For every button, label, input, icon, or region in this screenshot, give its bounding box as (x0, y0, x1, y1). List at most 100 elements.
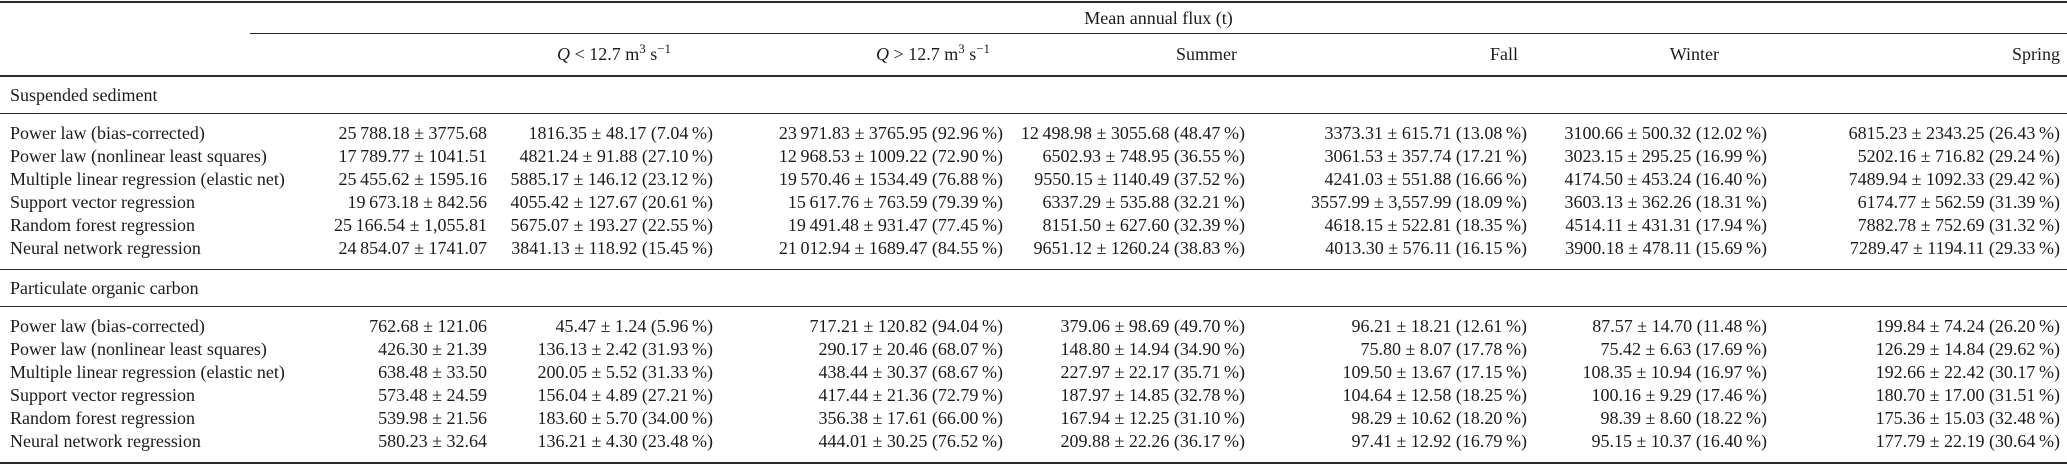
table-cell: 426.30 ± 21.39 (378, 339, 487, 359)
table-cell: 97.41 ± 12.92 (16.79 %) (1351, 431, 1527, 451)
table-cell: 21 012.94 ± 1689.47 (84.55 %) (778, 238, 1003, 258)
table-cell: 438.44 ± 30.37 (68.67 %) (818, 362, 1003, 382)
table-cell: 104.64 ± 12.58 (18.25 %) (1342, 385, 1527, 405)
col-header-summer: Summer (1003, 33, 1245, 77)
column-header-row: Q < 12.7 m3 s−1 Q > 12.7 m3 s−1 Summer F… (0, 33, 2067, 77)
table-cell: 6174.77 ± 562.59 (31.39 %) (1857, 192, 2061, 212)
table-cell: 379.06 ± 98.69 (49.70 %) (1060, 316, 1245, 336)
table-row: Power law (nonlinear least squares) 17 78… (0, 145, 2067, 168)
table-cell: 4514.11 ± 431.31 (17.94 %) (1565, 215, 1767, 235)
empty-label-header (0, 33, 250, 77)
table-cell: 177.79 ± 22.19 (30.64 %) (1875, 431, 2061, 451)
table-cell: 356.38 ± 17.61 (66.00 %) (818, 408, 1003, 428)
table-cell: 6815.23 ± 2343.25 (26.43 %) (1848, 123, 2061, 143)
table-cell: 3841.13 ± 118.92 (15.45 %) (511, 238, 713, 258)
row-label: Power law (nonlinear least squares) (10, 339, 267, 359)
table-cell: 148.80 ± 14.94 (34.90 %) (1060, 339, 1245, 359)
table-cell: 3373.31 ± 615.71 (13.08 %) (1324, 123, 1527, 143)
table-cell: 25 166.54 ± 1,055.81 (334, 215, 487, 235)
table-cell: 539.98 ± 21.56 (378, 408, 487, 428)
table-cell: 98.39 ± 8.60 (18.22 %) (1600, 408, 1767, 428)
table-cell: 180.70 ± 17.00 (31.51 %) (1875, 385, 2061, 405)
row-label: Power law (bias-corrected) (10, 123, 205, 143)
section-title-row: Suspended sediment (0, 76, 2067, 114)
col-header-q-above-threshold: Q > 12.7 m3 s−1 (713, 33, 1003, 77)
table-cell: 24 854.07 ± 1741.07 (338, 238, 487, 258)
col-header-q-below-threshold: Q < 12.7 m3 s−1 (487, 33, 713, 77)
table-cell: 25 455.62 ± 1595.16 (338, 169, 487, 189)
table-cell: 4241.03 ± 551.88 (16.66 %) (1324, 169, 1527, 189)
table-row: Power law (bias-corrected) 25 788.18 ± 37… (0, 114, 2067, 146)
table-cell: 7289.47 ± 1194.11 (29.33 %) (1849, 238, 2061, 258)
q-symbol: Q (557, 44, 571, 64)
section-suspended-sediment: Suspended sediment Power law (bias-correc… (0, 76, 2067, 270)
table-cell: 3900.18 ± 478.11 (15.69 %) (1565, 238, 1767, 258)
table-row: Multiple linear regression (elastic net)… (0, 168, 2067, 191)
table-cell: 25 788.18 ± 3775.68 (338, 123, 487, 143)
section-particulate-organic-carbon: Particulate organic carbon Power law (bia… (0, 269, 2067, 464)
table-cell: 4055.42 ± 127.67 (20.61 %) (510, 192, 713, 212)
table-row: Power law (nonlinear least squares) 426.3… (0, 338, 2067, 361)
table-cell: 95.15 ± 10.37 (16.40 %) (1591, 431, 1767, 451)
table-cell: 5675.07 ± 193.27 (22.55 %) (510, 215, 713, 235)
table-cell: 9550.15 ± 1140.49 (37.52 %) (1034, 169, 1245, 189)
table-cell: 573.48 ± 24.59 (378, 385, 487, 405)
table-header: Mean annual flux (t) Q < 12.7 m3 s−1 Q >… (0, 2, 2067, 77)
table-row: Support vector regression 573.48 ± 24.59 1… (0, 384, 2067, 407)
table-cell: 3557.99 ± 3,557.99 (18.09 %) (1311, 192, 1527, 212)
table-cell: 183.60 ± 5.70 (34.00 %) (537, 408, 713, 428)
table-cell: 12 498.98 ± 3055.68 (48.47 %) (1020, 123, 1245, 143)
table-row: Neural network regression 24 854.07 ± 174… (0, 237, 2067, 270)
table-cell: 4821.24 ± 91.88 (27.10 %) (519, 146, 713, 166)
table-cell: 209.88 ± 22.26 (36.17 %) (1060, 431, 1245, 451)
table-cell: 4013.30 ± 576.11 (16.15 %) (1325, 238, 1527, 258)
table-row: Support vector regression 19 673.18 ± 842… (0, 191, 2067, 214)
table-cell: 75.80 ± 8.07 (17.78 %) (1360, 339, 1527, 359)
table-cell: 98.29 ± 10.62 (18.20 %) (1351, 408, 1527, 428)
row-label: Support vector regression (10, 385, 195, 405)
table-cell: 75.42 ± 6.63 (17.69 %) (1600, 339, 1767, 359)
row-label: Multiple linear regression (elastic net) (10, 362, 285, 382)
table-cell: 87.57 ± 14.70 (11.48 %) (1592, 316, 1767, 336)
spanner-row: Mean annual flux (t) (0, 2, 2067, 34)
table-cell: 136.21 ± 4.30 (23.48 %) (537, 431, 713, 451)
table-row: Multiple linear regression (elastic net)… (0, 361, 2067, 384)
row-label: Neural network regression (10, 238, 201, 258)
table-cell: 3603.13 ± 362.26 (18.31 %) (1564, 192, 1767, 212)
spanner-heading: Mean annual flux (t) (250, 2, 2067, 34)
table-cell: 9651.12 ± 1260.24 (38.83 %) (1033, 238, 1245, 258)
table-cell: 4618.15 ± 522.81 (18.35 %) (1324, 215, 1527, 235)
table-cell: 417.44 ± 21.36 (72.79 %) (818, 385, 1003, 405)
table-cell: 23 971.83 ± 3765.95 (92.96 %) (778, 123, 1003, 143)
row-label: Random forest regression (10, 215, 195, 235)
table-cell: 45.47 ± 1.24 (5.96 %) (555, 316, 713, 336)
table-cell: 156.04 ± 4.89 (27.21 %) (537, 385, 713, 405)
table-row: Power law (bias-corrected) 762.68 ± 121.0… (0, 307, 2067, 339)
empty-corner-cell (0, 2, 250, 34)
table-cell: 136.13 ± 2.42 (31.93 %) (537, 339, 713, 359)
section-title: Suspended sediment (10, 84, 158, 105)
table-cell: 12 968.53 ± 1009.22 (72.90 %) (778, 146, 1003, 166)
table-cell: 717.21 ± 120.82 (94.04 %) (809, 316, 1003, 336)
table-cell: 6502.93 ± 748.95 (36.55 %) (1042, 146, 1245, 166)
table-cell: 100.16 ± 9.29 (17.46 %) (1591, 385, 1767, 405)
table-cell: 762.68 ± 121.06 (369, 316, 487, 336)
table-row: Neural network regression 580.23 ± 32.64 1… (0, 430, 2067, 464)
table-cell: 8151.50 ± 627.60 (32.39 %) (1042, 215, 1245, 235)
table-cell: 15 617.76 ± 763.59 (79.39 %) (787, 192, 1003, 212)
table-cell: 3023.15 ± 295.25 (16.99 %) (1564, 146, 1767, 166)
table-cell: 3061.53 ± 357.74 (17.21 %) (1324, 146, 1527, 166)
table-cell: 96.21 ± 18.21 (12.61 %) (1351, 316, 1527, 336)
table-cell: 638.48 ± 33.50 (378, 362, 487, 382)
table-cell: 126.29 ± 14.84 (29.62 %) (1875, 339, 2061, 359)
table-cell: 227.97 ± 22.17 (35.71 %) (1060, 362, 1245, 382)
table-cell: 167.94 ± 12.25 (31.10 %) (1060, 408, 1245, 428)
table-cell: 3100.66 ± 500.32 (12.02 %) (1564, 123, 1767, 143)
section-title-row: Particulate organic carbon (0, 269, 2067, 307)
table-cell: 290.17 ± 20.46 (68.07 %) (818, 339, 1003, 359)
row-label: Power law (bias-corrected) (10, 316, 205, 336)
table-cell: 4174.50 ± 453.24 (16.40 %) (1564, 169, 1767, 189)
empty-annual-header (250, 33, 487, 77)
table-cell: 7882.78 ± 752.69 (31.32 %) (1857, 215, 2061, 235)
